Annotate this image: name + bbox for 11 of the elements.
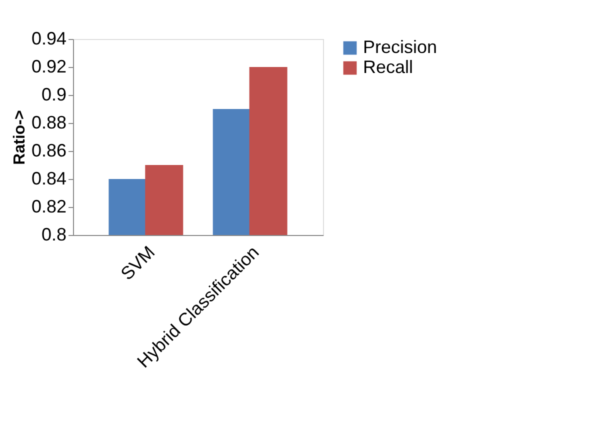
y-tick-label: 0.9 xyxy=(41,84,66,104)
y-tick-label: 0.88 xyxy=(31,112,66,132)
y-tick-label: 0.8 xyxy=(41,224,66,244)
y-axis-title: Ratio-> xyxy=(11,110,28,165)
legend-label: Precision xyxy=(363,37,438,57)
y-tick-label: 0.86 xyxy=(31,140,66,160)
y-tick-label: 0.84 xyxy=(31,168,66,188)
y-tick-label: 0.94 xyxy=(31,28,66,48)
y-tick-label: 0.92 xyxy=(31,56,66,76)
y-tick-label: 0.82 xyxy=(31,196,66,216)
legend-label: Recall xyxy=(363,57,414,77)
